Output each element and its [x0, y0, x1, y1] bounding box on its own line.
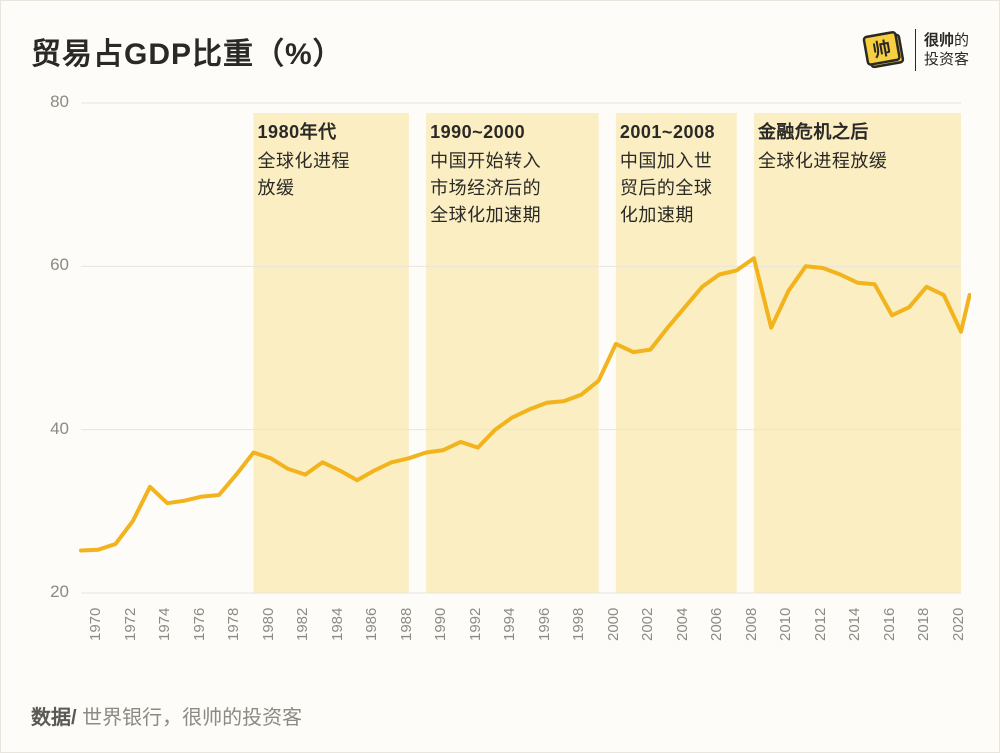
period-title: 金融危机之后	[758, 119, 888, 146]
period-desc-line: 全球化进程放缓	[758, 148, 888, 175]
x-axis-tick: 1992	[467, 608, 484, 641]
x-axis-tick: 2010	[777, 608, 794, 641]
x-axis-tick: 1984	[329, 608, 346, 641]
period-label: 1980年代全球化进程放缓	[258, 119, 351, 202]
x-axis-tick: 2000	[605, 608, 622, 641]
chart-title: 贸易占GDP比重（%）	[31, 29, 344, 73]
x-axis-tick: 1970	[87, 608, 104, 641]
x-axis-tick: 1978	[225, 608, 242, 641]
period-desc-line: 贸后的全球	[620, 175, 715, 202]
x-axis-tick: 1972	[122, 608, 139, 641]
logo-text-rest: 的	[954, 32, 969, 49]
period-desc-line: 化加速期	[620, 202, 715, 229]
x-axis-tick: 2012	[812, 608, 829, 641]
period-label: 金融危机之后全球化进程放缓	[758, 119, 888, 175]
x-axis-tick: 1980	[260, 608, 277, 641]
chart-card: 贸易占GDP比重（%） 帅 很帅的 投资客 20 40 60 80 1970 1972 19…	[0, 0, 1000, 753]
y-axis-tick: 60	[39, 255, 69, 275]
data-source: 数据/ 世界银行，很帅的投资客	[31, 701, 302, 730]
x-axis-tick: 2020	[950, 608, 967, 641]
x-axis-tick: 1998	[570, 608, 587, 641]
logo-text-bold: 很帅	[924, 32, 954, 49]
x-axis-tick: 1988	[398, 608, 415, 641]
logo-text: 很帅的 投资客	[924, 31, 969, 70]
period-label: 1990~2000中国开始转入市场经济后的全球化加速期	[430, 119, 541, 229]
x-axis-tick: 2006	[708, 608, 725, 641]
period-label: 2001~2008中国加入世贸后的全球化加速期	[620, 119, 715, 229]
logo-icon: 帅	[861, 29, 907, 71]
x-axis-tick: 1976	[191, 608, 208, 641]
period-desc-line: 全球化进程	[258, 148, 351, 175]
brand-logo: 帅 很帅的 投资客	[861, 29, 969, 71]
period-desc-line: 放缓	[258, 175, 351, 202]
x-axis-tick: 1996	[536, 608, 553, 641]
period-desc-line: 中国开始转入	[430, 148, 541, 175]
chart-area: 20 40 60 80 1970 1972 1974 1976 1978 1980 1982 1984…	[31, 83, 971, 673]
x-axis-tick: 2002	[639, 608, 656, 641]
x-axis-tick: 2004	[674, 608, 691, 641]
x-axis-tick: 2014	[846, 608, 863, 641]
period-desc-line: 市场经济后的	[430, 175, 541, 202]
y-axis-tick: 40	[39, 419, 69, 439]
x-axis-tick: 1974	[156, 608, 173, 641]
x-axis-tick: 1990	[432, 608, 449, 641]
logo-divider	[915, 29, 916, 71]
x-axis-tick: 1986	[363, 608, 380, 641]
y-axis-tick: 80	[39, 92, 69, 112]
x-axis-tick: 2018	[915, 608, 932, 641]
period-desc-line: 全球化加速期	[430, 202, 541, 229]
footer-text: 世界银行，很帅的投资客	[77, 707, 303, 729]
header: 贸易占GDP比重（%） 帅 很帅的 投资客	[31, 29, 969, 73]
period-title: 2001~2008	[620, 119, 715, 146]
period-title: 1980年代	[258, 119, 351, 146]
svg-text:帅: 帅	[871, 37, 892, 61]
logo-text-line2: 投资客	[924, 50, 969, 70]
x-axis-tick: 2016	[881, 608, 898, 641]
footer-label: 数据/	[31, 707, 77, 729]
x-axis-tick: 1982	[294, 608, 311, 641]
period-desc-line: 中国加入世	[620, 148, 715, 175]
period-title: 1990~2000	[430, 119, 541, 146]
y-axis-tick: 20	[39, 582, 69, 602]
x-axis-tick: 1994	[501, 608, 518, 641]
x-axis-tick: 2008	[743, 608, 760, 641]
